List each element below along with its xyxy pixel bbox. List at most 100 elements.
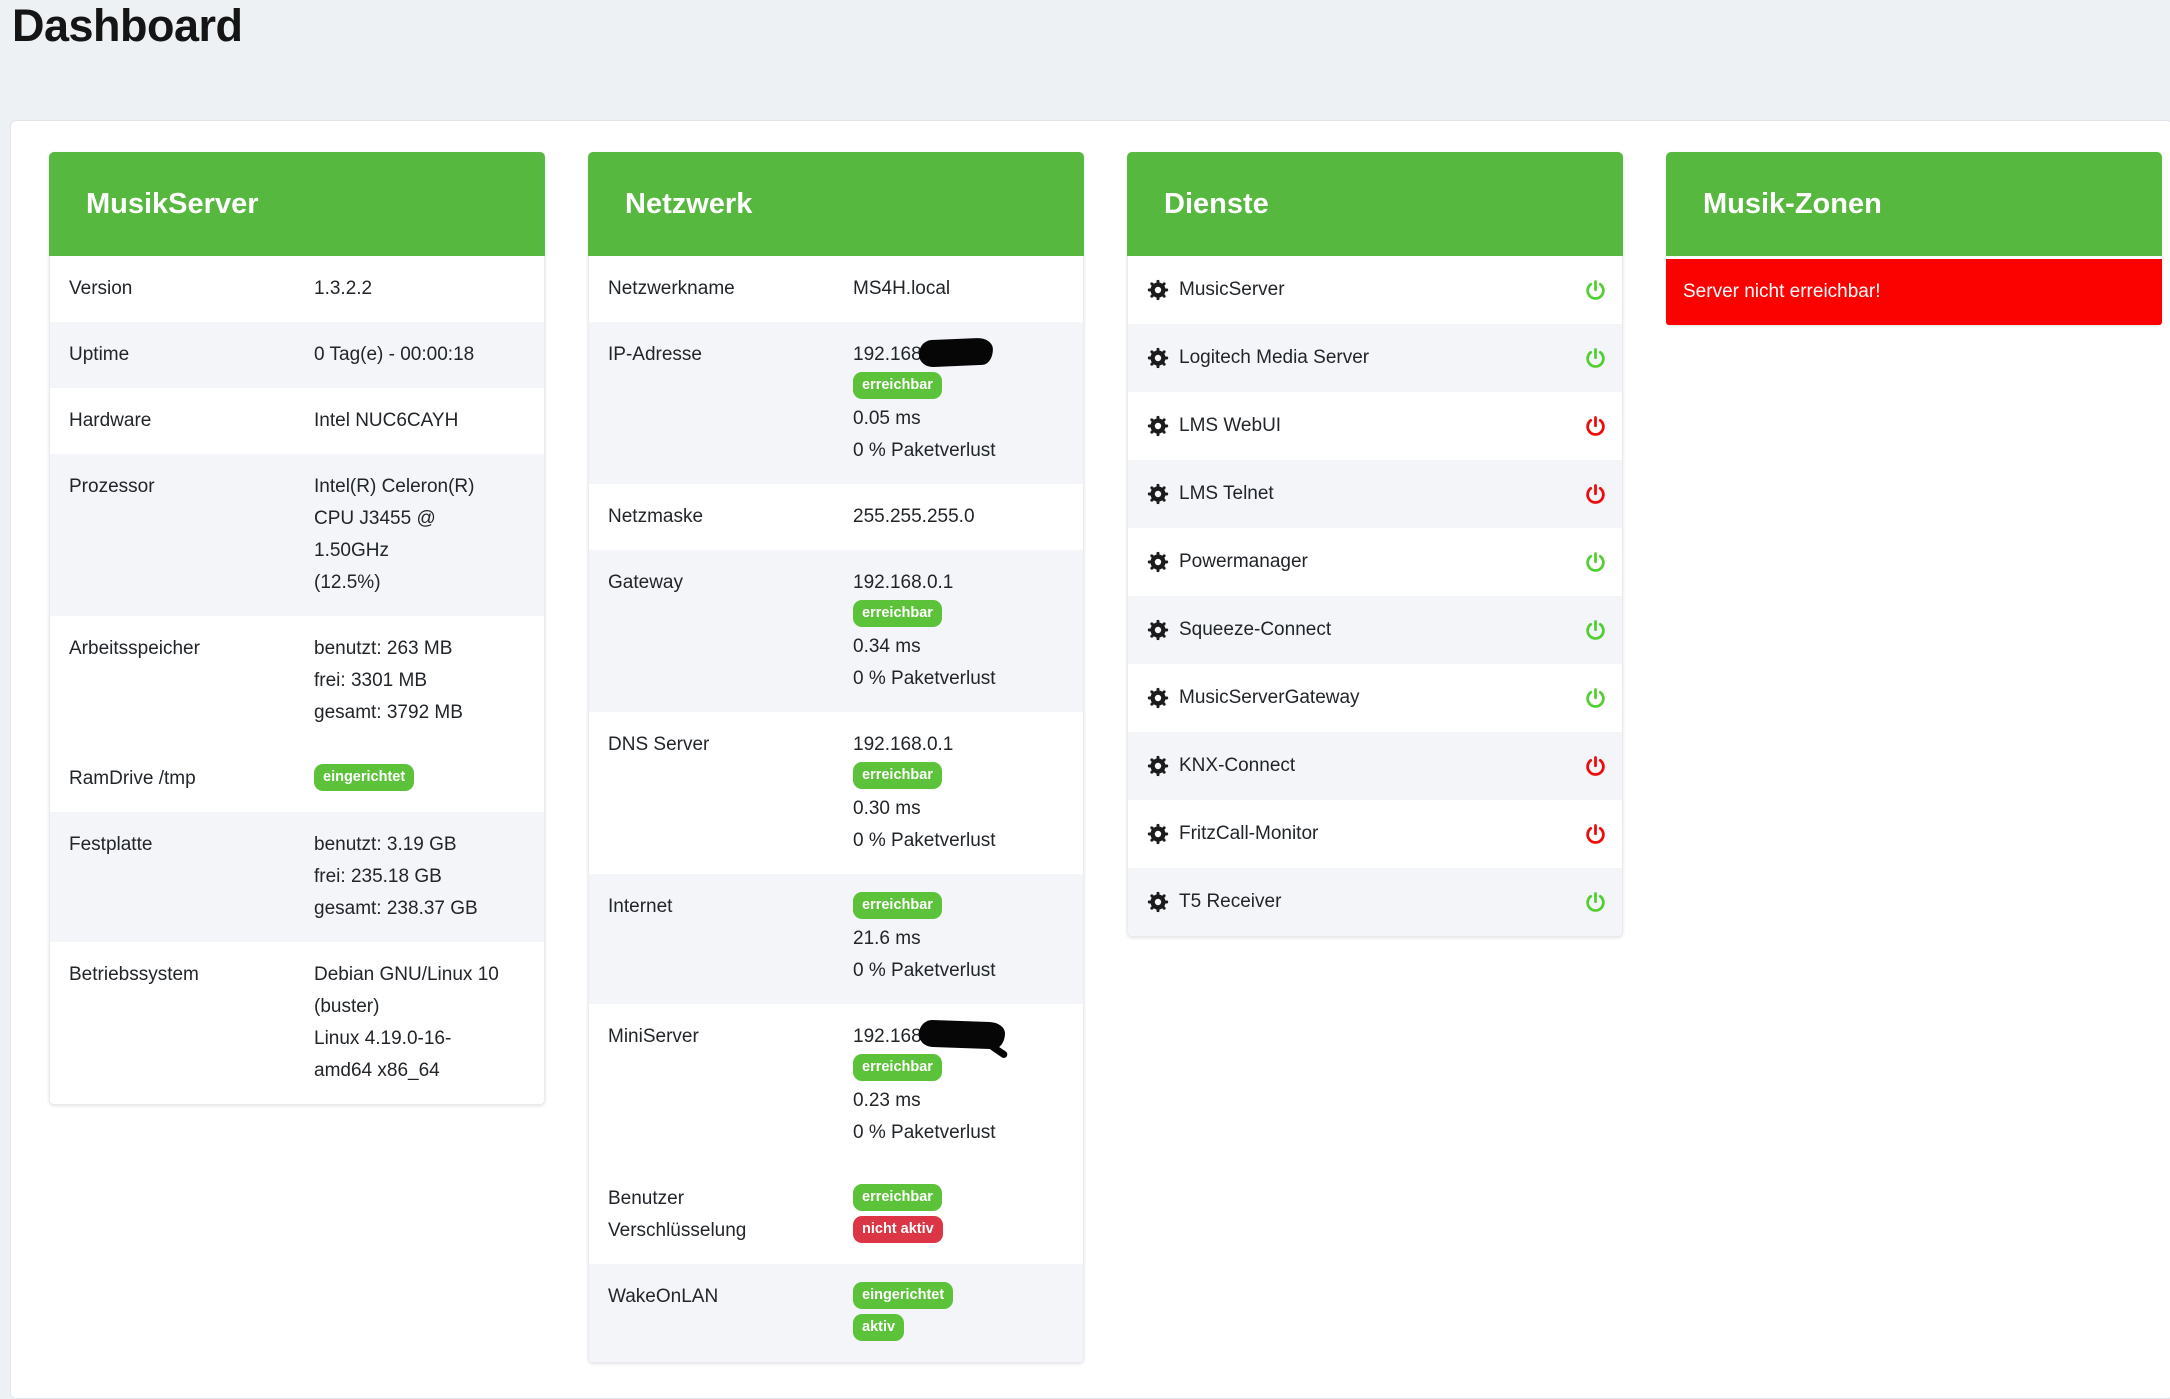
card-body: Server nicht erreichbar!	[1666, 256, 2162, 325]
row-label: Betriebssystem	[69, 959, 314, 1087]
service-name: Squeeze-Connect	[1179, 619, 1332, 640]
row-value-line: erreichbar	[853, 891, 1064, 923]
value-text: 255.255.255.0	[853, 506, 975, 527]
row-label: Prozessor	[69, 471, 314, 599]
table-row: Gateway 192.168.0.1 erreichbar 0.34 ms 0 % P…	[589, 550, 1083, 712]
card-body: Netzwerkname MS4H.local IP-Adresse 192.168 e…	[588, 256, 1084, 1363]
power-icon[interactable]	[1584, 278, 1607, 303]
value-text: frei: 235.18 GB	[314, 866, 442, 887]
row-value-line: 255.255.255.0	[853, 501, 1064, 533]
row-label-line: Uptime	[69, 344, 130, 365]
row-value: Debian GNU/Linux 10 (buster) Linux 4.19.0-…	[314, 959, 525, 1087]
table-row: Netzmaske 255.255.255.0	[589, 484, 1083, 550]
row-label-line: Betriebssystem	[69, 964, 199, 985]
power-icon[interactable]	[1584, 346, 1607, 371]
server-unreachable-alert: Server nicht erreichbar!	[1666, 259, 2162, 325]
row-value: erreichbar 21.6 ms 0 % Paketverlust	[853, 891, 1064, 987]
row-label-line: Arbeitsspeicher	[69, 638, 200, 659]
status-badge: erreichbar	[853, 761, 942, 789]
row-value-line: benutzt: 263 MB	[314, 633, 525, 665]
row-value-line: 0 Tag(e) - 00:00:18	[314, 339, 525, 371]
row-label-line: Hardware	[69, 410, 152, 431]
row-label-line: Version	[69, 278, 133, 299]
value-text: 192.168.0.1	[853, 572, 954, 593]
service-row: KNX-Connect	[1128, 732, 1622, 800]
row-label: Uptime	[69, 339, 314, 371]
power-icon[interactable]	[1584, 754, 1607, 779]
gear-icon[interactable]	[1147, 755, 1169, 777]
value-text: 1.3.2.2	[314, 278, 373, 299]
service-row: LMS WebUI	[1128, 392, 1622, 460]
row-value-line: 0 % Paketverlust	[853, 663, 1064, 695]
power-icon[interactable]	[1584, 618, 1607, 643]
row-value: benutzt: 263 MB frei: 3301 MB gesamt: 3792…	[314, 633, 525, 729]
value-text: 192.168.0.1	[853, 734, 954, 755]
gear-icon[interactable]	[1147, 483, 1169, 505]
power-icon[interactable]	[1584, 482, 1607, 507]
card-title: Musik-Zonen	[1703, 187, 1882, 220]
gear-icon[interactable]	[1147, 551, 1169, 573]
power-icon[interactable]	[1584, 890, 1607, 915]
cards-row: MusikServer Version 1.3.2.2 Uptime 0 Tag(e)…	[11, 121, 2170, 1363]
row-value-line: erreichbar	[853, 599, 1064, 631]
card-header: Musik-Zonen	[1666, 152, 2162, 256]
value-text: 0 % Paketverlust	[853, 960, 996, 981]
row-value: 1.3.2.2	[314, 273, 525, 305]
power-icon[interactable]	[1584, 550, 1607, 575]
row-label: Benutzer Verschlüsselung	[608, 1183, 853, 1247]
row-label-line: Verschlüsselung	[608, 1220, 747, 1241]
row-value: 192.168.0.1 erreichbar 0.34 ms 0 % Paketver…	[853, 567, 1064, 695]
row-label-line: IP-Adresse	[608, 344, 702, 365]
row-value-line: 192.168	[853, 337, 1064, 371]
row-label: Version	[69, 273, 314, 305]
row-value-line: aktiv	[853, 1313, 1064, 1345]
card-title: Netzwerk	[625, 187, 753, 220]
card-title: MusikServer	[86, 187, 259, 220]
status-badge: erreichbar	[853, 891, 942, 919]
card-title: Dienste	[1164, 187, 1269, 220]
row-label-line: Benutzer	[608, 1188, 685, 1209]
value-text: 0 % Paketverlust	[853, 830, 996, 851]
row-value-line: 192.168	[853, 1019, 1064, 1053]
service-name: Powermanager	[1179, 551, 1308, 572]
gear-icon[interactable]	[1147, 891, 1169, 913]
gear-icon[interactable]	[1147, 279, 1169, 301]
row-value-line: 192.168.0.1	[853, 567, 1064, 599]
gear-icon[interactable]	[1147, 823, 1169, 845]
card-dienste: Dienste MusicServer Logitech Media Server…	[1127, 152, 1623, 937]
value-text: 0 % Paketverlust	[853, 668, 996, 689]
value-text: 21.6 ms	[853, 928, 921, 949]
row-value-line: benutzt: 3.19 GB	[314, 829, 525, 861]
value-text: frei: 3301 MB	[314, 670, 427, 691]
page-title: Dashboard	[12, 0, 243, 51]
gear-icon[interactable]	[1147, 619, 1169, 641]
row-value: eingerichtet	[314, 763, 525, 795]
row-value-line: eingerichtet	[853, 1281, 1064, 1313]
value-text: 0 Tag(e) - 00:00:18	[314, 344, 475, 365]
row-label-line: DNS Server	[608, 734, 710, 755]
service-row: MusicServer	[1128, 256, 1622, 324]
row-value-line: Debian GNU/Linux 10	[314, 959, 525, 991]
status-badge: aktiv	[853, 1313, 905, 1341]
table-row: Version 1.3.2.2	[50, 256, 544, 322]
gear-icon[interactable]	[1147, 687, 1169, 709]
service-row: MusicServerGateway	[1128, 664, 1622, 732]
gear-icon[interactable]	[1147, 415, 1169, 437]
row-label-line: Festplatte	[69, 834, 153, 855]
power-icon[interactable]	[1584, 414, 1607, 439]
value-text: 0 % Paketverlust	[853, 1122, 996, 1143]
row-label: Netzwerkname	[608, 273, 853, 305]
row-value: erreichbar nicht aktiv	[853, 1183, 1064, 1247]
row-label: Netzmaske	[608, 501, 853, 533]
redaction-scribble	[918, 1019, 1006, 1050]
value-text: 0.34 ms	[853, 636, 921, 657]
service-row: T5 Receiver	[1128, 868, 1622, 936]
table-row: RamDrive /tmp eingerichtet	[50, 746, 544, 812]
gear-icon[interactable]	[1147, 347, 1169, 369]
table-row: Betriebssystem Debian GNU/Linux 10 (buster…	[50, 942, 544, 1104]
row-label: RamDrive /tmp	[69, 763, 314, 795]
value-text: 192.168	[853, 1026, 922, 1047]
value-text: benutzt: 3.19 GB	[314, 834, 457, 855]
power-icon[interactable]	[1584, 822, 1607, 847]
power-icon[interactable]	[1584, 686, 1607, 711]
